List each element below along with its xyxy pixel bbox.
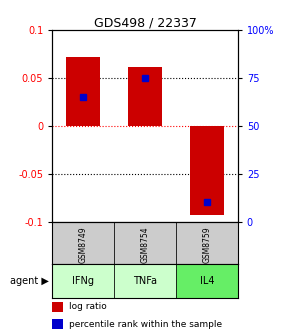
Text: GSM8754: GSM8754	[140, 226, 150, 263]
Text: IL4: IL4	[200, 276, 214, 286]
Bar	[66, 57, 100, 126]
Text: GSM8749: GSM8749	[79, 226, 88, 263]
Text: TNFa: TNFa	[133, 276, 157, 286]
Text: GSM8759: GSM8759	[202, 226, 211, 263]
Text: percentile rank within the sample: percentile rank within the sample	[69, 320, 222, 329]
Bar	[114, 264, 176, 298]
Bar	[52, 222, 114, 264]
Bar	[190, 126, 224, 215]
Title: GDS498 / 22337: GDS498 / 22337	[94, 16, 196, 29]
Text: agent ▶: agent ▶	[10, 276, 48, 286]
Bar	[114, 222, 176, 264]
Bar	[52, 264, 114, 298]
Text: IFNg: IFNg	[72, 276, 94, 286]
Bar	[52, 302, 63, 312]
Bar	[52, 319, 63, 329]
Text: log ratio: log ratio	[69, 302, 107, 311]
Bar	[128, 67, 162, 126]
Bar	[176, 222, 238, 264]
Bar	[176, 264, 238, 298]
